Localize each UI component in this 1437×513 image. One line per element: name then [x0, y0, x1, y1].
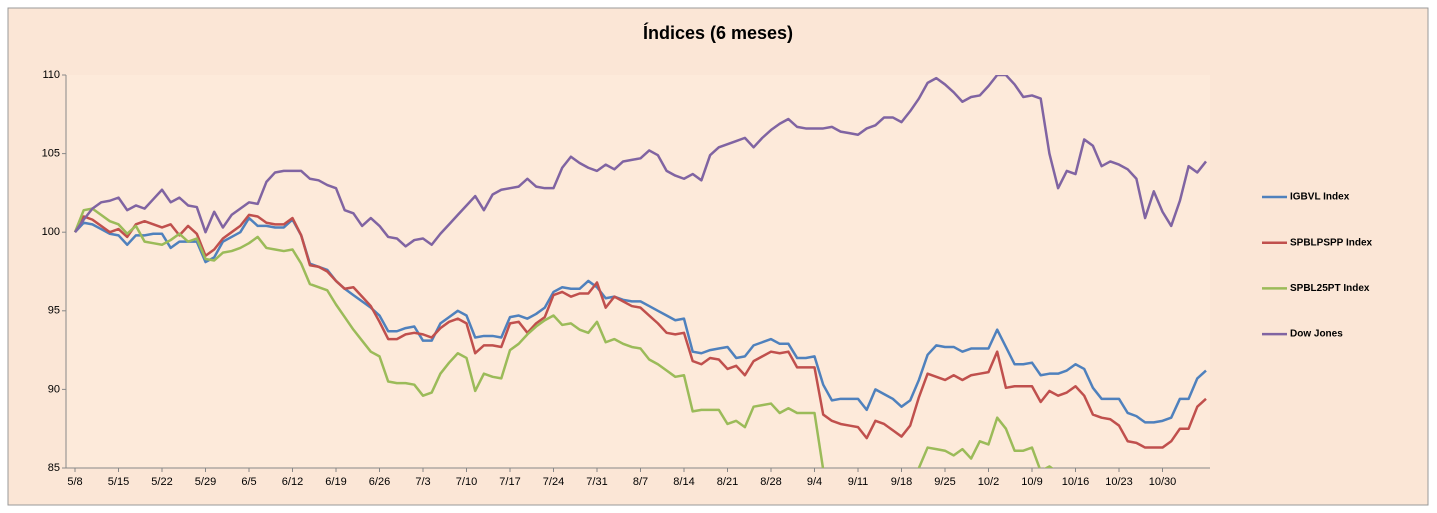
x-tick-label: 8/28	[760, 476, 781, 488]
y-tick-label: 85	[48, 462, 60, 474]
y-tick-label: 105	[42, 148, 60, 160]
x-tick-label: 6/5	[241, 476, 256, 488]
legend-label: IGBVL Index	[1290, 192, 1350, 203]
x-tick-label: 7/17	[499, 476, 520, 488]
series-line	[73, 207, 1054, 468]
x-tick-label: 6/26	[369, 476, 390, 488]
legend-label: Dow Jones	[1290, 329, 1343, 340]
series-line	[74, 216, 1207, 424]
x-tick-label: 10/9	[1021, 476, 1042, 488]
series-line	[73, 75, 1207, 248]
x-tick-label: 9/18	[891, 476, 912, 488]
x-tick-label: 5/8	[67, 476, 82, 488]
x-tick-label: 10/23	[1105, 476, 1133, 488]
x-tick-label: 6/19	[325, 476, 346, 488]
x-tick-label: 5/22	[151, 476, 172, 488]
chart-title: Índices (6 meses)	[643, 22, 793, 43]
legend-label: SPBL25PT Index	[1290, 283, 1370, 294]
x-tick-label: 10/30	[1149, 476, 1177, 488]
x-tick-label: 10/16	[1062, 476, 1090, 488]
y-tick-label: 100	[42, 226, 60, 238]
x-tick-label: 6/12	[282, 476, 303, 488]
legend-label: SPBLPSPP Index	[1290, 237, 1373, 248]
x-tick-label: 9/11	[848, 476, 869, 488]
x-tick-label: 7/3	[415, 476, 430, 488]
x-tick-label: 9/25	[934, 476, 955, 488]
series-group	[73, 75, 1207, 468]
x-tick-label: 8/21	[717, 476, 738, 488]
y-tick-label: 95	[48, 305, 60, 317]
x-tick-label: 5/29	[195, 476, 216, 488]
x-tick-label: 7/10	[456, 476, 477, 488]
y-tick-label: 90	[48, 383, 60, 395]
x-tick-label: 5/15	[108, 476, 129, 488]
x-tick-label: 8/7	[633, 476, 648, 488]
x-tick-label: 10/2	[978, 476, 999, 488]
x-tick-label: 9/4	[807, 476, 822, 488]
plot-area	[66, 75, 1210, 468]
x-tick-label: 8/14	[673, 476, 694, 488]
x-tick-label: 7/24	[543, 476, 564, 488]
series-line	[73, 213, 1207, 449]
y-tick-label: 110	[42, 69, 60, 81]
x-tick-label: 7/31	[586, 476, 607, 488]
